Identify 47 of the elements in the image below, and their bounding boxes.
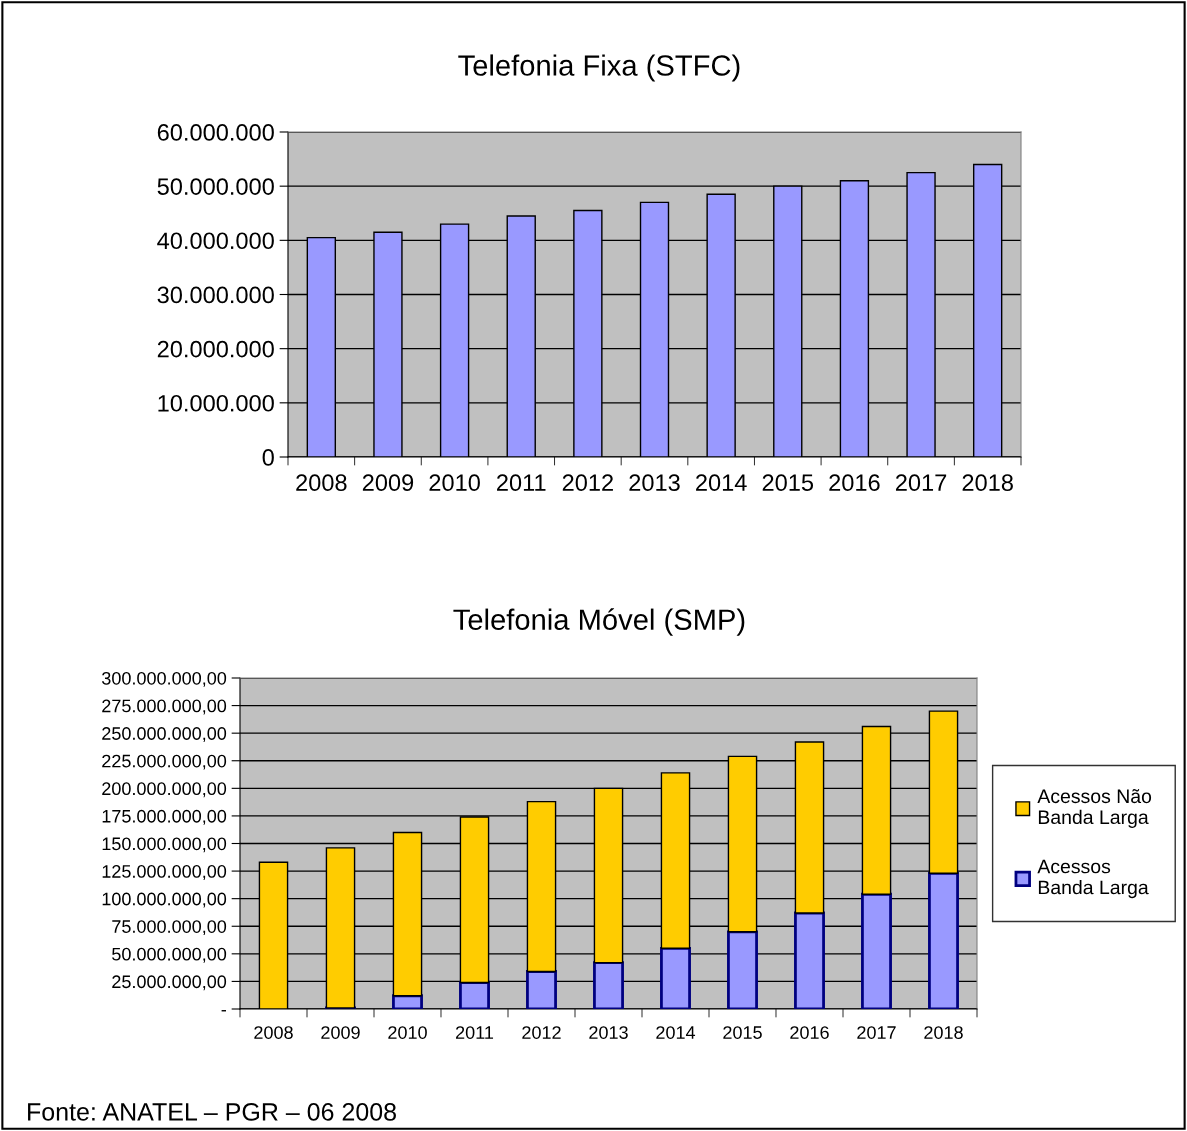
y-tick-label: 50.000.000 [157, 178, 274, 195]
x-tick-label: 2015 [723, 1026, 762, 1039]
y-tick-label: 30.000.000 [157, 286, 274, 304]
x-tick-label: 2011 [455, 1026, 494, 1039]
y-tick-label: 50.000.000,00 [112, 947, 227, 963]
legend-label: Acessos Não Banda Larga [1037, 789, 1152, 828]
y-tick-label: 300.000.000,00 [102, 671, 227, 687]
y-tick-label: 75.000.000,00 [112, 920, 227, 936]
x-tick-label: 2012 [562, 474, 613, 492]
y-tick-label: 100.000.000,00 [102, 892, 227, 908]
x-tick-label: 2014 [656, 1026, 696, 1039]
x-tick-label: 2016 [790, 1026, 829, 1039]
x-tick-label: 2015 [762, 474, 814, 492]
y-tick-label: 20.000.000 [157, 340, 274, 358]
x-tick-label: 2017 [857, 1026, 896, 1039]
x-tick-label: 2012 [522, 1026, 561, 1039]
x-tick-label: 2010 [388, 1026, 427, 1039]
x-tick-label: 2008 [254, 1026, 293, 1039]
chart-title: Telefonia Fixa (STFC) [458, 54, 740, 82]
y-tick-label: 150.000.000,00 [102, 837, 227, 853]
x-tick-label: 2011 [497, 474, 546, 492]
x-tick-label: 2018 [962, 474, 1013, 492]
y-tick-label: 10.000.000 [158, 394, 274, 412]
y-tick-label: - [221, 1010, 226, 1012]
y-tick-label: 225.000.000,00 [102, 754, 227, 770]
x-tick-label: 2018 [924, 1026, 963, 1039]
y-tick-label: 275.000.000,00 [102, 699, 227, 715]
x-tick-label: 2009 [362, 474, 414, 492]
x-tick-label: 2008 [296, 474, 347, 492]
y-tick-label: 40.000.000 [157, 232, 274, 250]
y-tick-label: 200.000.000,00 [102, 782, 227, 798]
y-tick-label: 0 [262, 449, 274, 466]
y-tick-label: 60.000.000 [157, 124, 274, 141]
x-tick-label: 2016 [829, 474, 880, 492]
y-tick-label: 250.000.000,00 [102, 727, 227, 743]
x-tick-label: 2013 [629, 474, 680, 492]
x-tick-label: 2010 [429, 474, 480, 492]
chart-title: Telefonia Móvel (SMP) [453, 608, 745, 636]
x-tick-label: 2009 [321, 1026, 360, 1039]
y-tick-label: 175.000.000,00 [102, 809, 227, 825]
x-tick-label: 2017 [895, 474, 947, 492]
x-tick-label: 2013 [589, 1026, 628, 1039]
x-tick-label: 2014 [696, 474, 747, 492]
y-tick-label: 25.000.000,00 [112, 975, 227, 991]
legend-label: Acessos Banda Larga [1037, 859, 1149, 899]
source-note: Fonte: ANATEL – PGR – 06 2008 [28, 1103, 396, 1121]
y-tick-label: 125.000.000,00 [102, 865, 227, 880]
